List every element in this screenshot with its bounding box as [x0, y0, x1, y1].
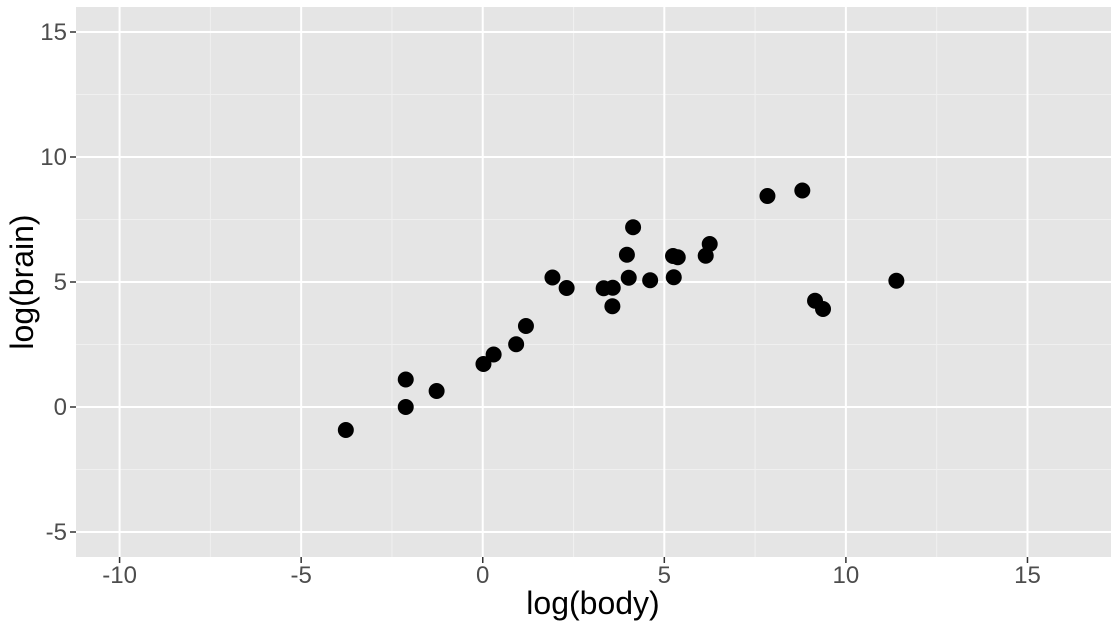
scatter-point: [701, 236, 718, 252]
x-axis-title: log(body): [526, 585, 659, 621]
data-points: [337, 182, 905, 438]
x-tick-label: 5: [658, 562, 671, 589]
major-gridlines: [76, 7, 1111, 557]
y-axis: -5 0 5 10 15: [40, 19, 76, 546]
scatter-point: [428, 383, 445, 399]
scatter-point: [642, 272, 659, 289]
y-tick-label: 0: [54, 394, 67, 421]
x-tick-label: 10: [833, 562, 860, 589]
x-tick-label: 0: [476, 562, 489, 589]
y-tick-label: -5: [46, 519, 67, 546]
y-tick-label: 15: [40, 19, 67, 46]
y-axis-title: log(brain): [4, 214, 40, 349]
scatter-point: [475, 356, 492, 372]
y-tick-label: 5: [54, 269, 67, 296]
scatter-point: [337, 422, 354, 438]
scatter-point: [759, 188, 776, 204]
x-tick-label: 15: [1014, 562, 1041, 589]
scatter-point: [665, 269, 682, 286]
y-tick-label: 10: [40, 144, 67, 171]
scatter-point: [620, 269, 637, 286]
scatter-point: [669, 249, 686, 266]
scatter-point: [618, 246, 635, 263]
x-axis: -10 -5 0 5 10 15: [102, 557, 1041, 589]
scatter-point: [815, 301, 832, 317]
scatter-point: [794, 182, 811, 199]
scatter-point: [485, 346, 502, 363]
scatter-point: [604, 298, 621, 315]
scatter-point: [558, 280, 575, 296]
scatter-point: [397, 371, 414, 388]
scatter-point: [508, 336, 525, 353]
x-tick-label: -10: [102, 562, 137, 589]
scatter-point: [397, 399, 414, 415]
scatter-point: [888, 272, 905, 289]
scatter-point: [517, 318, 534, 334]
scatter-point: [544, 269, 561, 286]
scatter-point: [625, 219, 642, 236]
scatter-point: [604, 279, 621, 296]
x-tick-label: -5: [290, 562, 311, 589]
